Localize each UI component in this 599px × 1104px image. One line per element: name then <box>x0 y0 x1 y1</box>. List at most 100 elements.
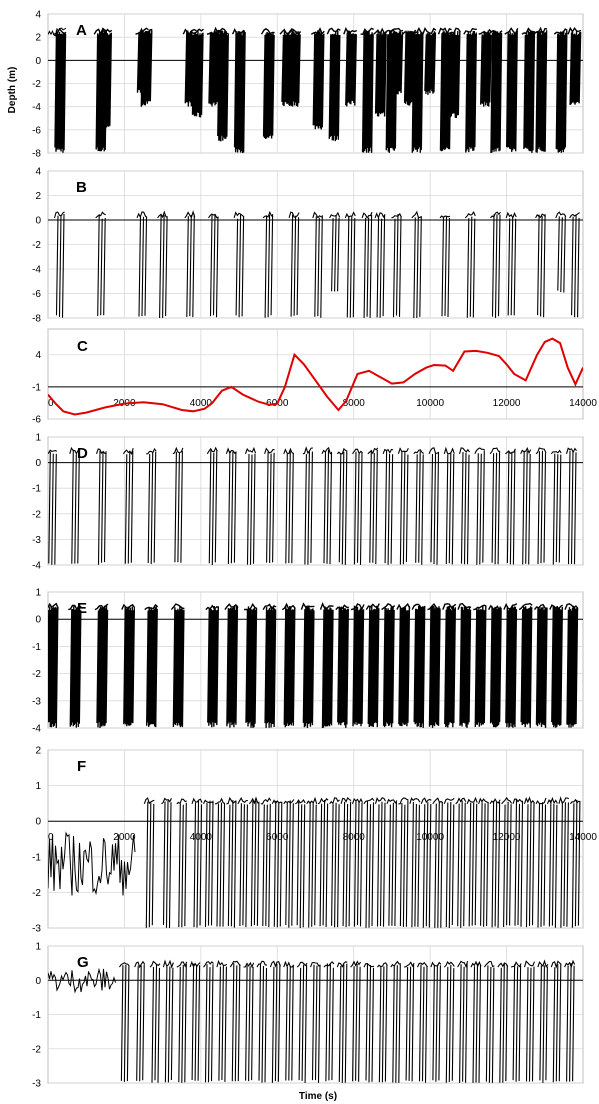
y-tick-label: -4 <box>32 102 41 113</box>
dive-trace <box>157 210 168 318</box>
dive-trace <box>262 210 274 318</box>
dive-trace <box>343 26 358 107</box>
dive-trace <box>138 27 153 107</box>
x-tick-label: 8000 <box>343 832 366 843</box>
dive-trace <box>288 211 300 317</box>
y-tick-label: -4 <box>32 265 41 276</box>
dive-trace <box>422 27 437 95</box>
series-line <box>48 337 583 416</box>
dive-trace <box>121 603 136 727</box>
dive-trace <box>244 446 257 565</box>
dive-trace <box>329 211 341 292</box>
dive-trace <box>466 796 478 927</box>
dive-trace <box>98 28 113 129</box>
dive-trace <box>176 798 187 928</box>
dive-trace <box>443 797 455 928</box>
dive-trace <box>488 29 503 153</box>
y-tick-label: -1 <box>32 382 41 393</box>
x-tick-label: 2000 <box>113 832 136 843</box>
dive-trace <box>535 797 547 928</box>
dive-trace <box>321 446 333 565</box>
dive-trace <box>170 603 185 728</box>
dive-trace <box>225 447 237 565</box>
y-tick-label: -2 <box>32 509 41 520</box>
dive-trace <box>294 799 306 928</box>
dive-trace <box>367 447 379 565</box>
dive-trace <box>432 797 444 928</box>
x-tick-label: 6000 <box>266 832 289 843</box>
dive-trace <box>309 961 321 1083</box>
dive-trace <box>535 213 546 318</box>
panel-A: 4 2 0 -2 -4 -6 -8 A <box>32 10 584 160</box>
y-tick-label: -1 <box>32 852 41 863</box>
dive-trace <box>248 796 260 927</box>
surface-trace <box>48 27 67 37</box>
dive-trace <box>478 797 489 927</box>
y-tick-label: -2 <box>32 1044 41 1055</box>
dive-trace <box>352 448 363 565</box>
dive-trace <box>457 602 472 728</box>
dive-trace <box>69 446 80 564</box>
dive-trace <box>396 602 411 727</box>
dive-trace <box>535 447 547 565</box>
dive-trace <box>470 960 482 1083</box>
dive-trace <box>306 796 318 928</box>
dive-trace <box>256 960 268 1083</box>
dive-trace <box>312 211 323 318</box>
dive-trace <box>521 27 536 153</box>
dive-trace <box>224 603 239 728</box>
dive-trace <box>231 28 247 153</box>
dive-trace <box>237 796 248 928</box>
dive-trace <box>233 211 245 318</box>
dive-trace <box>205 604 220 728</box>
panel-label: C <box>77 338 88 355</box>
y-tick-label: 2 <box>35 33 41 44</box>
dive-trace <box>136 211 148 317</box>
y-tick-label: -1 <box>32 642 41 653</box>
dive-trace <box>335 604 349 728</box>
panel-label: F <box>77 758 86 775</box>
dive-trace <box>172 446 184 563</box>
x-axis-title: Time (s) <box>299 1091 337 1102</box>
y-tick-label: -3 <box>32 924 41 935</box>
dive-trace <box>162 959 174 1083</box>
dive-trace <box>323 961 335 1082</box>
dive-trace <box>53 211 65 318</box>
dive-trace <box>391 212 402 318</box>
dive-trace <box>326 27 341 142</box>
x-tick-label: 14000 <box>569 832 597 843</box>
panel-label: D <box>77 445 88 462</box>
dive-trace <box>546 796 558 928</box>
dive-trace <box>443 446 455 565</box>
y-tick-label: -8 <box>32 314 41 325</box>
dive-trace <box>564 603 579 728</box>
y-tick-label: 0 <box>35 615 41 626</box>
dive-trace <box>553 28 568 153</box>
dive-trace <box>269 960 281 1083</box>
dive-trace <box>226 796 237 928</box>
dive-trace <box>510 961 522 1082</box>
dive-trace <box>208 213 219 318</box>
dive-trace <box>48 449 57 565</box>
dive-trace <box>537 959 549 1083</box>
dive-trace <box>146 447 157 565</box>
dive-trace <box>411 210 423 318</box>
dive-trace <box>374 212 386 318</box>
dive-trace <box>340 796 352 928</box>
dive-trace <box>52 27 67 153</box>
dive-trace <box>403 961 415 1082</box>
y-tick-label: 2 <box>35 191 41 202</box>
dive-trace <box>442 603 457 728</box>
dive-trace <box>381 603 396 728</box>
dive-trace <box>283 960 295 1081</box>
x-tick-label: 0 <box>48 398 54 409</box>
dive-trace <box>483 960 495 1083</box>
dive-trace <box>439 215 451 318</box>
dive-trace <box>287 28 302 107</box>
dive-trace <box>505 211 517 316</box>
y-tick-label: -8 <box>32 149 41 160</box>
dive-trace <box>567 26 582 106</box>
y-tick-label: -6 <box>32 125 41 136</box>
dive-trace <box>473 604 487 728</box>
y-tick-label: 2 <box>35 746 41 757</box>
